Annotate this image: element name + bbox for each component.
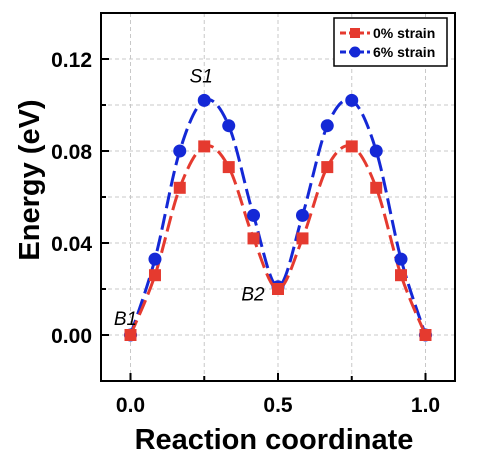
legend-label: 6% strain <box>373 44 435 60</box>
data-point-square <box>296 232 309 245</box>
data-point-circle <box>173 144 187 158</box>
legend: 0% strain 6% strain <box>333 17 448 67</box>
data-point-square <box>148 269 161 282</box>
data-point-circle <box>369 144 383 158</box>
data-point-circle <box>197 93 211 107</box>
y-axis-title: Energy (eV) <box>14 99 46 260</box>
y-tick-label: 0.08 <box>51 141 92 164</box>
x-tick-label: 0.0 <box>116 394 145 417</box>
data-point-square <box>370 181 383 194</box>
data-point-square <box>419 329 432 341</box>
data-point-square <box>124 329 137 341</box>
data-point-square <box>272 283 284 295</box>
data-point-square <box>198 140 211 153</box>
data-point-circle <box>222 119 236 133</box>
x-tick-label: 0.5 <box>263 394 293 417</box>
annotation-b2: B2 <box>241 285 265 306</box>
grid-lines <box>101 13 455 381</box>
data-point-square <box>222 161 235 174</box>
data-point-circle <box>247 208 261 222</box>
data-point-circle <box>148 252 162 266</box>
legend-box <box>333 17 448 67</box>
data-point-square <box>345 140 358 153</box>
legend-marker-square <box>350 28 360 38</box>
x-axis-title: Reaction coordinate <box>135 424 414 456</box>
data-point-square <box>321 161 334 174</box>
annotations: S1 B2 B1 <box>114 66 265 330</box>
legend-marker-circle <box>349 46 361 58</box>
data-point-circle <box>295 208 309 222</box>
series-layer <box>124 93 432 342</box>
data-point-circle <box>345 93 359 107</box>
data-point-circle <box>394 252 408 266</box>
legend-label: 0% strain <box>373 25 435 41</box>
data-point-square <box>247 232 260 245</box>
data-point-circle <box>320 119 334 133</box>
y-tick-label: 0.12 <box>51 49 92 72</box>
annotation-b1: B1 <box>114 309 137 330</box>
data-point-square <box>395 269 408 282</box>
annotation-s1: S1 <box>190 66 213 87</box>
y-tick-label: 0.04 <box>51 233 92 256</box>
y-tick-label: 0.00 <box>51 325 92 348</box>
data-point-square <box>173 181 186 194</box>
x-tick-label: 1.0 <box>411 394 440 417</box>
axis-ticks: 0.0 0.5 1.0 0.00 0.04 0.08 0.12 <box>51 49 440 417</box>
